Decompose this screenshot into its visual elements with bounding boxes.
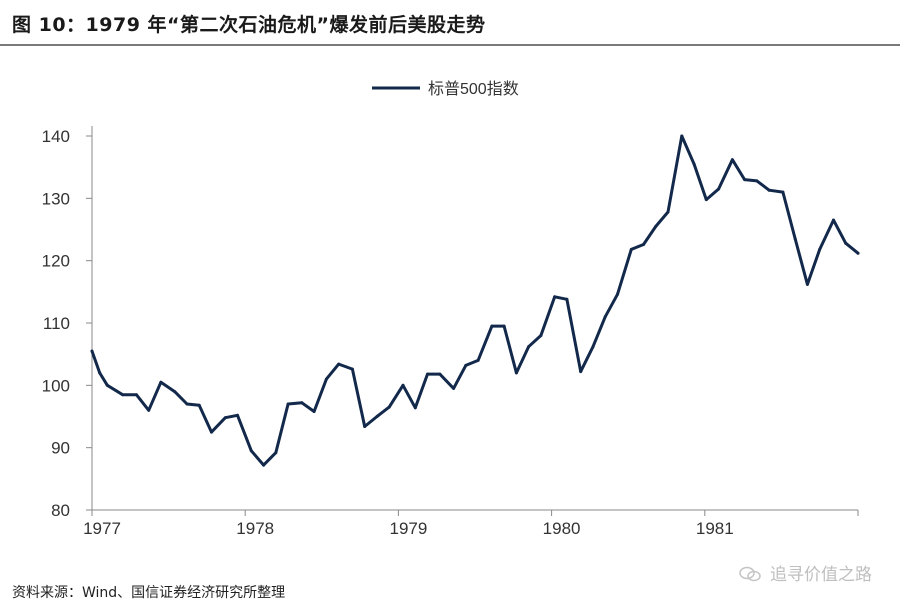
plot-area xyxy=(90,134,860,467)
x-tick-label: 1980 xyxy=(543,519,581,538)
data-point xyxy=(642,243,645,246)
data-point xyxy=(426,372,429,376)
data-point xyxy=(134,393,138,397)
data-point xyxy=(818,247,822,251)
y-tick-label: 90 xyxy=(51,439,70,458)
y-tick-label: 100 xyxy=(42,376,70,395)
data-point xyxy=(565,297,569,301)
watermark-text: 追寻价值之路 xyxy=(770,565,872,585)
y-tick-label: 110 xyxy=(43,314,70,333)
data-point xyxy=(805,282,809,286)
y-axis: 80 90 100 110 120 130 140 xyxy=(42,126,93,520)
data-point xyxy=(350,367,354,371)
data-point xyxy=(173,390,177,394)
data-point xyxy=(159,380,163,384)
data-point xyxy=(730,158,734,162)
data-point xyxy=(197,403,201,407)
y-tick-label: 140 xyxy=(42,127,70,146)
data-point xyxy=(502,324,506,328)
data-point xyxy=(300,401,304,405)
data-point xyxy=(539,334,543,337)
x-axis: 1977 1978 1979 1980 1981 xyxy=(83,509,859,538)
data-point xyxy=(324,377,328,381)
data-point xyxy=(464,363,468,367)
data-point xyxy=(185,402,189,406)
data-point xyxy=(767,188,771,192)
y-tick-label: 80 xyxy=(51,501,70,520)
data-point xyxy=(856,251,860,255)
data-point xyxy=(692,162,696,166)
data-point xyxy=(616,292,619,296)
data-point xyxy=(387,405,391,409)
title-bar: 图 10：1979 年“第二次石油危机”爆发前后美股走势 xyxy=(0,0,900,46)
data-point xyxy=(121,393,125,397)
data-point xyxy=(375,415,379,418)
data-point xyxy=(666,210,670,214)
data-point xyxy=(312,410,316,413)
data-point xyxy=(603,315,607,319)
data-point xyxy=(363,425,367,428)
y-tick-label: 130 xyxy=(42,189,70,208)
data-point xyxy=(743,178,747,182)
data-point xyxy=(286,402,290,406)
data-point xyxy=(579,370,583,374)
data-point xyxy=(490,324,494,328)
wechat-icon xyxy=(738,566,761,582)
y-tick-label: 120 xyxy=(42,252,70,271)
x-tick-label: 1977 xyxy=(83,519,121,538)
data-point xyxy=(438,372,442,376)
page-title: 图 10：1979 年“第二次石油危机”爆发前后美股走势 xyxy=(12,14,486,36)
data-point xyxy=(680,134,684,138)
x-tick-label: 1978 xyxy=(236,519,274,538)
data-point xyxy=(844,241,848,245)
data-point xyxy=(452,386,456,390)
data-point xyxy=(654,224,658,228)
data-point xyxy=(629,247,633,251)
data-point xyxy=(90,349,94,353)
data-point xyxy=(249,449,253,453)
data-point xyxy=(717,187,721,191)
legend-label: 标普500指数 xyxy=(428,80,519,98)
line-chart: 标普500指数 80 90 100 110 120 130 140 1977 1978 1979… xyxy=(42,80,860,538)
data-point xyxy=(781,190,785,194)
data-point xyxy=(401,383,405,387)
legend: 标普500指数 xyxy=(372,80,519,98)
watermark: 追寻价值之路 xyxy=(738,560,872,585)
data-point xyxy=(105,383,109,387)
data-point xyxy=(262,463,266,467)
data-point xyxy=(704,198,708,202)
data-point xyxy=(793,237,797,241)
data-point xyxy=(514,371,518,375)
data-point xyxy=(591,345,595,349)
data-point xyxy=(476,358,480,362)
data-point xyxy=(236,413,239,417)
data-point xyxy=(210,430,213,434)
data-point xyxy=(274,451,278,455)
title-divider xyxy=(0,44,900,46)
data-point xyxy=(755,179,759,183)
source-note: 资料来源：Wind、国信证券经济研究所整理 xyxy=(12,585,286,601)
series-line xyxy=(90,134,860,467)
data-point xyxy=(413,406,417,410)
data-point xyxy=(98,371,102,375)
data-point xyxy=(223,416,227,420)
data-point xyxy=(832,218,835,222)
data-point xyxy=(553,295,557,299)
data-point xyxy=(337,362,341,366)
x-tick-label: 1979 xyxy=(389,519,427,538)
data-point xyxy=(527,345,531,349)
data-point xyxy=(147,408,151,412)
x-tick-label: 1981 xyxy=(696,519,734,538)
